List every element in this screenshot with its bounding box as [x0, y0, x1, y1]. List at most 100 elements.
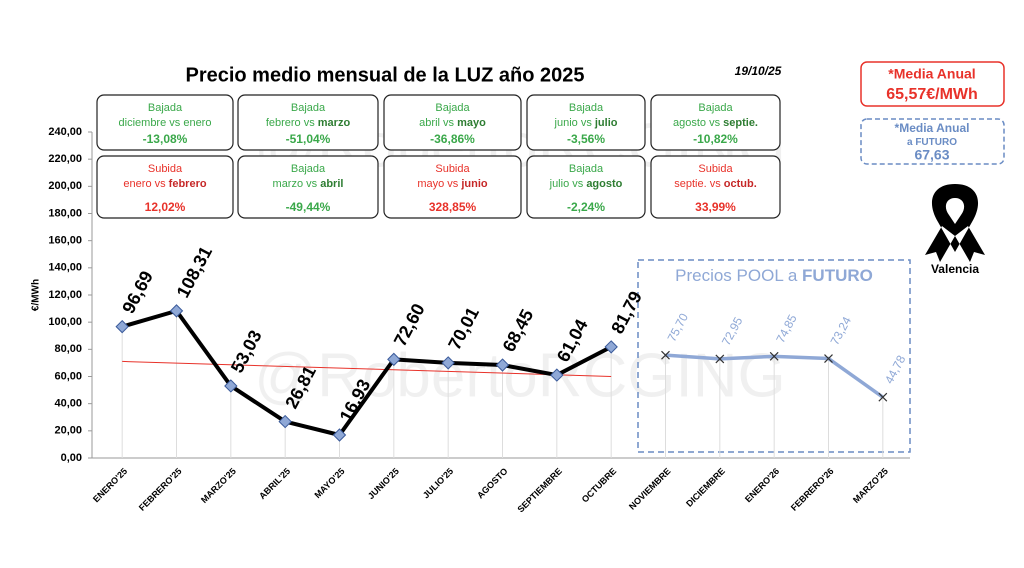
comparison-box — [96, 155, 234, 219]
box-head: Subida — [148, 163, 183, 175]
box-pct: -13,08% — [143, 132, 188, 146]
box-pct: -36,86% — [430, 132, 475, 146]
box-comparison: diciembre vs enero — [119, 117, 212, 129]
box-pre: septie. vs — [674, 178, 724, 190]
point — [278, 414, 292, 429]
value-label: 73,24 — [828, 314, 855, 347]
box-bold: mayo — [457, 117, 486, 129]
box-bold: junio — [460, 178, 488, 190]
y-tick-label: 80,00 — [54, 343, 82, 355]
box-bold: octub. — [724, 178, 757, 190]
box-pct: -3,56% — [567, 132, 605, 146]
x-tick-label: MARZO'25 — [851, 466, 890, 505]
place-label: Valencia — [931, 262, 979, 276]
y-axis-label: €/MWh — [31, 279, 42, 311]
comparison-box — [383, 94, 522, 151]
annual-box — [860, 61, 1005, 107]
point — [715, 354, 725, 364]
box-comparison: julio vs agosto — [549, 178, 623, 190]
value-label: 108,31 — [173, 243, 217, 301]
y-tick-label: 180,00 — [48, 207, 82, 219]
box-pre: abril vs — [419, 117, 457, 129]
x-tick-label: JUNIO'25 — [366, 466, 401, 501]
comparison-box — [383, 155, 522, 219]
comparison-box — [526, 155, 646, 219]
box-pre: julio vs — [549, 178, 587, 190]
box-head: Bajada — [291, 163, 326, 175]
box-head: Bajada — [291, 102, 326, 114]
watermark: @RobertoRCGING — [254, 341, 786, 410]
box-pre: marzo vs — [273, 178, 321, 190]
annual-future-box — [860, 118, 1005, 165]
box-head: Bajada — [435, 102, 470, 114]
box-pre: febrero vs — [266, 117, 318, 129]
box-bold: abril — [320, 178, 343, 190]
point — [495, 358, 510, 372]
point — [387, 352, 401, 367]
point — [332, 428, 347, 442]
box-comparison: abril vs mayo — [419, 117, 486, 129]
value-label: 44,78 — [882, 353, 909, 386]
comparison-box — [237, 155, 379, 219]
x-tick-label: JULIO'25 — [421, 466, 455, 500]
value-label: 81,79 — [607, 288, 646, 337]
x-tick-label: NOVIEMBRE — [627, 466, 673, 512]
x-tick-label: FEBRERO'25 — [137, 466, 184, 513]
comparison-box — [650, 94, 781, 151]
box-pct: -51,04% — [286, 132, 331, 146]
point — [115, 319, 129, 334]
series-line — [121, 308, 613, 438]
y-tick-label: 100,00 — [48, 316, 82, 328]
x-tick-label: FEBRERO'26 — [789, 466, 836, 513]
annual-future-line2: a FUTURO — [907, 137, 957, 148]
point — [224, 379, 238, 393]
point — [550, 368, 564, 382]
y-tick-label: 0,00 — [61, 452, 82, 464]
box-head: Subida — [698, 163, 733, 175]
box-head: Subida — [435, 163, 470, 175]
box-comparison: septie. vs octub. — [674, 178, 757, 190]
box-comparison: marzo vs abril — [273, 178, 344, 190]
value-label: 74,85 — [773, 312, 800, 345]
comparison-box — [526, 94, 646, 151]
future-title: Precios POOL a FUTURO — [675, 266, 873, 285]
point — [878, 392, 888, 402]
box-comparison: mayo vs junio — [417, 178, 488, 190]
box-pre: diciembre vs enero — [119, 117, 212, 129]
value-label: 96,69 — [118, 268, 157, 317]
box-bold: marzo — [318, 117, 351, 129]
y-tick-label: 40,00 — [54, 398, 82, 410]
y-tick-label: 120,00 — [48, 289, 82, 301]
box-bold: agosto — [586, 178, 622, 190]
comparison-box — [237, 94, 379, 151]
box-pct: 12,02% — [145, 200, 186, 214]
point — [604, 340, 618, 354]
y-tick-label: 20,00 — [54, 425, 82, 437]
x-tick-label: SEPTIEMBRE — [515, 466, 563, 514]
box-head: Bajada — [569, 163, 604, 175]
box-pre: junio vs — [554, 117, 595, 129]
box-bold: julio — [594, 117, 618, 129]
box-head: Bajada — [148, 102, 183, 114]
box-comparison: enero vs febrero — [123, 178, 206, 190]
point — [661, 350, 670, 360]
point — [441, 356, 455, 370]
annual-label: *Media Anual — [888, 66, 975, 82]
x-tick-label: ABRIL'25 — [257, 466, 292, 501]
box-pct: 33,99% — [695, 200, 736, 214]
x-tick-label: DICIEMBRE — [684, 466, 727, 509]
point — [824, 354, 833, 363]
comparison-box — [650, 155, 781, 219]
box-comparison: agosto vs septie. — [673, 117, 758, 129]
y-tick-label: 140,00 — [48, 262, 82, 274]
box-pre: mayo vs — [417, 178, 461, 190]
y-tick-label: 200,00 — [48, 180, 82, 192]
box-pre: agosto vs — [673, 117, 723, 129]
annual-future-value: 67,63 — [914, 147, 949, 163]
trendline — [122, 360, 612, 377]
y-tick-label: 220,00 — [48, 153, 82, 165]
chart-title: Precio medio mensual de la LUZ año 2025 — [185, 64, 584, 86]
value-label: 75,70 — [665, 311, 692, 344]
point — [769, 351, 779, 361]
